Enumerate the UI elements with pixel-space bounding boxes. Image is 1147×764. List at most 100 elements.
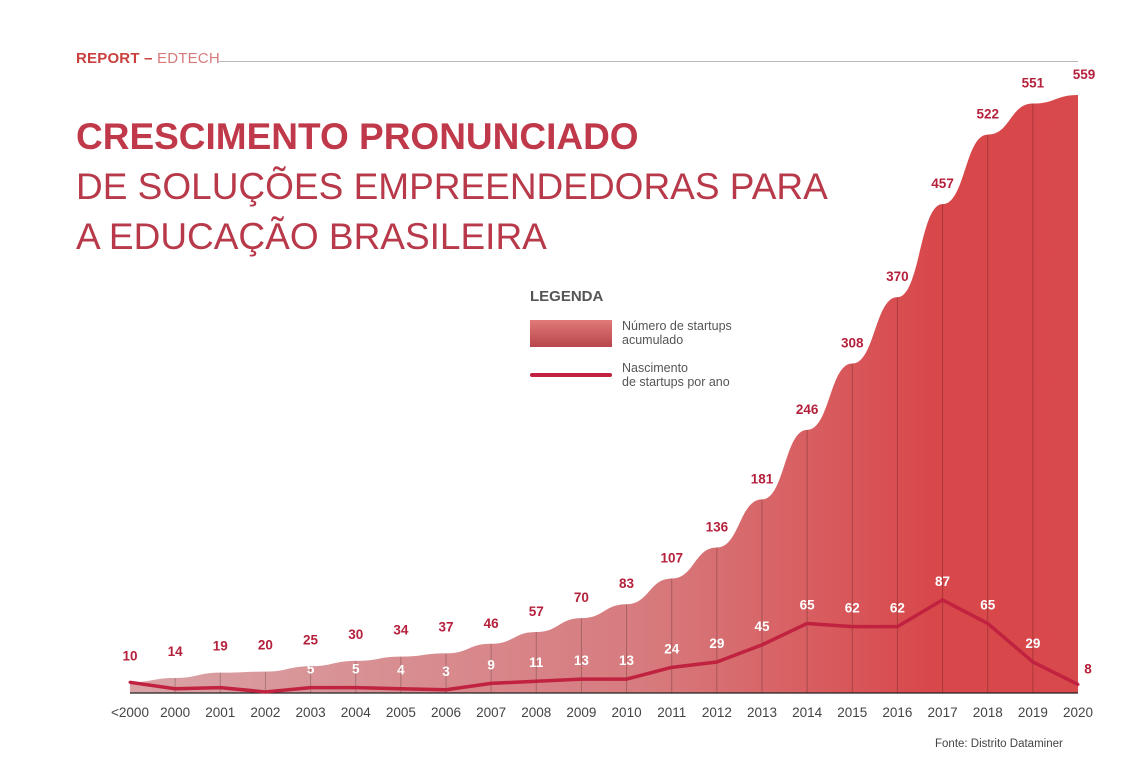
x-tick-label: 2018 xyxy=(973,705,1003,720)
accumulated-value-label: 551 xyxy=(1022,76,1045,91)
accumulated-value-label: 246 xyxy=(796,402,819,417)
annual-point xyxy=(760,643,764,647)
annual-point xyxy=(173,687,177,691)
title-line-3: A EDUCAÇÃO BRASILEIRA xyxy=(76,216,547,257)
x-tick-label: 2014 xyxy=(792,705,823,720)
annual-point xyxy=(1076,682,1080,686)
x-tick-label: 2004 xyxy=(341,705,372,720)
accumulated-value-label: 559 xyxy=(1073,67,1096,82)
annual-point xyxy=(579,677,583,681)
annual-point xyxy=(444,688,448,692)
annual-point xyxy=(1031,660,1035,664)
accumulated-value-label: 10 xyxy=(122,648,137,663)
x-tick-label: 2009 xyxy=(566,705,596,720)
legend-item-accumulated: Número de startups acumulado xyxy=(530,319,762,347)
annual-point xyxy=(399,687,403,691)
annual-value-label: 29 xyxy=(1025,636,1040,651)
legend-item-annual: Nascimento de startups por ano xyxy=(530,361,762,389)
annual-point xyxy=(670,665,674,669)
accumulated-value-label: 30 xyxy=(348,627,363,642)
annual-value-label: 13 xyxy=(619,653,635,668)
accumulated-value-label: 457 xyxy=(931,176,954,191)
title-line-1: CRESCIMENTO PRONUNCIADO xyxy=(76,116,639,157)
accumulated-value-label: 57 xyxy=(529,604,544,619)
annual-point xyxy=(895,625,899,629)
annual-point xyxy=(489,681,493,685)
annual-value-label: 11 xyxy=(529,655,544,670)
section-label: EDTECH xyxy=(157,50,220,67)
annual-point xyxy=(354,686,358,690)
x-tick-label: 2017 xyxy=(928,705,958,720)
legend-line-swatch xyxy=(530,373,612,377)
annual-point xyxy=(309,686,313,690)
legend-area-swatch xyxy=(530,319,612,347)
annual-point xyxy=(218,686,222,690)
source-note: Fonte: Distrito Dataminer xyxy=(935,738,1063,750)
annual-point xyxy=(941,598,945,602)
accumulated-value-label: 522 xyxy=(976,107,999,122)
report-header: REPORT – EDTECH xyxy=(76,50,220,67)
accumulated-value-label: 370 xyxy=(886,269,909,284)
annual-value-label: 5 xyxy=(307,662,315,677)
accumulated-area xyxy=(130,95,1078,693)
annual-line xyxy=(129,598,1079,694)
x-tick-label: 2010 xyxy=(612,705,642,720)
legend-heading: LEGENDA xyxy=(530,288,604,305)
annual-value-label: 62 xyxy=(845,601,860,616)
x-tick-label: 2015 xyxy=(837,705,867,720)
title-line-2: DE SOLUÇÕES EMPREENDEDORAS PARA xyxy=(76,166,828,207)
accumulated-value-label: 308 xyxy=(841,336,864,351)
annual-point xyxy=(625,677,629,681)
annual-point xyxy=(986,621,990,625)
x-tick-label: 2007 xyxy=(476,705,506,720)
annual-point xyxy=(715,660,719,664)
legend-label: Nascimento de startups por ano xyxy=(622,361,730,389)
page-title: CRESCIMENTO PRONUNCIADO DE SOLUÇÕES EMPR… xyxy=(76,112,828,262)
annual-point xyxy=(805,621,809,625)
x-tick-label: 2016 xyxy=(882,705,912,720)
x-tick-label: 2005 xyxy=(386,705,416,720)
annual-value-label: 62 xyxy=(890,601,905,616)
annual-value-label: 3 xyxy=(442,664,450,679)
x-tick-label: <2000 xyxy=(111,705,149,720)
accumulated-value-label: 25 xyxy=(303,632,319,647)
accumulated-value-label: 34 xyxy=(393,623,409,638)
x-tick-label: 2001 xyxy=(205,705,235,720)
x-tick-label: 2011 xyxy=(657,705,686,720)
x-tick-label: 2000 xyxy=(160,705,190,720)
report-label: REPORT – xyxy=(76,50,153,67)
x-tick-label: 2019 xyxy=(1018,705,1048,720)
accumulated-value-label: 136 xyxy=(706,520,729,535)
x-tick-label: 2012 xyxy=(702,705,732,720)
annual-point xyxy=(850,625,854,629)
legend: LEGENDA Número de startups acumulado Nas… xyxy=(530,288,762,403)
accumulated-value-label: 181 xyxy=(751,471,774,486)
accumulated-value-label: 19 xyxy=(213,639,228,654)
header-divider xyxy=(218,61,1078,62)
annual-value-label: 9 xyxy=(487,657,495,672)
x-tick-label: 2006 xyxy=(431,705,461,720)
accumulated-value-label: 37 xyxy=(438,619,453,634)
x-tick-label: 2013 xyxy=(747,705,777,720)
accumulated-value-label: 46 xyxy=(484,616,500,631)
x-tick-label: 2002 xyxy=(250,705,280,720)
annual-value-label: 24 xyxy=(664,641,680,656)
accumulated-value-label: 83 xyxy=(619,576,635,591)
accumulated-value-label: 107 xyxy=(660,551,683,566)
annual-value-label: 87 xyxy=(935,574,950,589)
annual-value-label: 65 xyxy=(980,597,996,612)
annual-value-label: 45 xyxy=(754,619,770,634)
annual-point xyxy=(128,680,132,684)
x-tick-label: 2020 xyxy=(1063,705,1093,720)
accumulated-value-label: 70 xyxy=(574,590,589,605)
annual-value-label: 4 xyxy=(397,663,405,678)
annual-value-label: 5 xyxy=(352,662,360,677)
annual-point xyxy=(534,679,538,683)
annual-value-label: 13 xyxy=(574,653,590,668)
x-tick-label: 2008 xyxy=(521,705,551,720)
annual-value-label: 29 xyxy=(709,636,724,651)
annual-value-label: 65 xyxy=(800,597,816,612)
legend-label: Número de startups acumulado xyxy=(622,319,732,347)
accumulated-value-label: 14 xyxy=(168,644,184,659)
